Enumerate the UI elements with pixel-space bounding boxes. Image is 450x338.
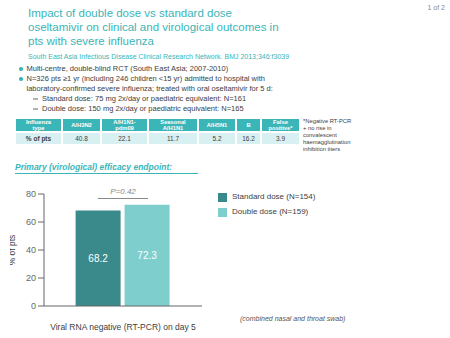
html-text:A/H3N2: A/H3N2 xyxy=(71,121,92,128)
html-text:% of pts: % of pts xyxy=(25,135,52,142)
html-text:22.1: 22.1 xyxy=(118,135,131,142)
html-text:16.2: 16.2 xyxy=(242,135,255,142)
html-text:Influenza type: Influenza type xyxy=(25,118,52,131)
html-text:Impact of double dose vs stand: Impact of double dose vs standard dose o… xyxy=(28,7,279,47)
html-text:40.8: 40.8 xyxy=(75,135,88,142)
html-text:Standard dose: 75 mg 2x/day or: Standard dose: 75 mg 2x/day or paediatri… xyxy=(42,94,247,103)
svg-text:0: 0 xyxy=(31,301,36,311)
svg-text:40: 40 xyxy=(26,245,36,255)
svg-text:% of pts: % of pts xyxy=(10,235,17,266)
html-text:Seasonal A/H1N1: Seasonal A/H1N1 xyxy=(160,118,186,131)
html-text:A/H5N1: A/H5N1 xyxy=(206,121,228,128)
html-text:Multi-centre, double-blind RCT: Multi-centre, double-blind RCT (South Ea… xyxy=(26,64,229,73)
html-text:3.9: 3.9 xyxy=(276,135,285,142)
svg-text:20: 20 xyxy=(26,273,36,283)
html-text:False positive*: False positive* xyxy=(268,118,293,131)
html-text:(combined nasal and throat swa: (combined nasal and throat swab) xyxy=(240,315,346,322)
html-text:5.2: 5.2 xyxy=(212,135,222,142)
svg-text:60: 60 xyxy=(26,217,36,227)
html-text:South East Asia Infectious Dis: South East Asia Infectious Disease Clini… xyxy=(28,53,290,60)
html-text:B: B xyxy=(246,121,251,128)
html-text:P=0.42: P=0.42 xyxy=(110,187,136,196)
html-text:N=326 pts ≥1 yr (including 246: N=326 pts ≥1 yr (including 246 children … xyxy=(26,74,273,93)
svg-text:Viral RNA negative (RT-PCR) on: Viral RNA negative (RT-PCR) on day 5 xyxy=(50,322,196,332)
html-text:Standard dose (N=154): Standard dose (N=154) xyxy=(232,192,316,201)
svg-text:68.2: 68.2 xyxy=(88,253,108,264)
html-text:11.7: 11.7 xyxy=(166,135,180,142)
svg-text:80: 80 xyxy=(26,189,36,199)
html-text:Primary (virological) efficacy: Primary (virological) efficacy endpoint: xyxy=(15,162,173,172)
svg-text:72.3: 72.3 xyxy=(137,250,157,261)
html-text:A/H1N1- pdm09: A/H1N1- pdm09 xyxy=(113,118,136,131)
html-text:Double dose: 150 mg 2x/day or: Double dose: 150 mg 2x/day or paediatric… xyxy=(42,104,244,113)
html-text:Double dose (N=159): Double dose (N=159) xyxy=(232,207,309,216)
html-text:*Negative RT-PCR + no rise in: *Negative RT-PCR + no rise in convalesce… xyxy=(303,118,352,152)
html-text:1 of 2: 1 of 2 xyxy=(427,4,445,11)
